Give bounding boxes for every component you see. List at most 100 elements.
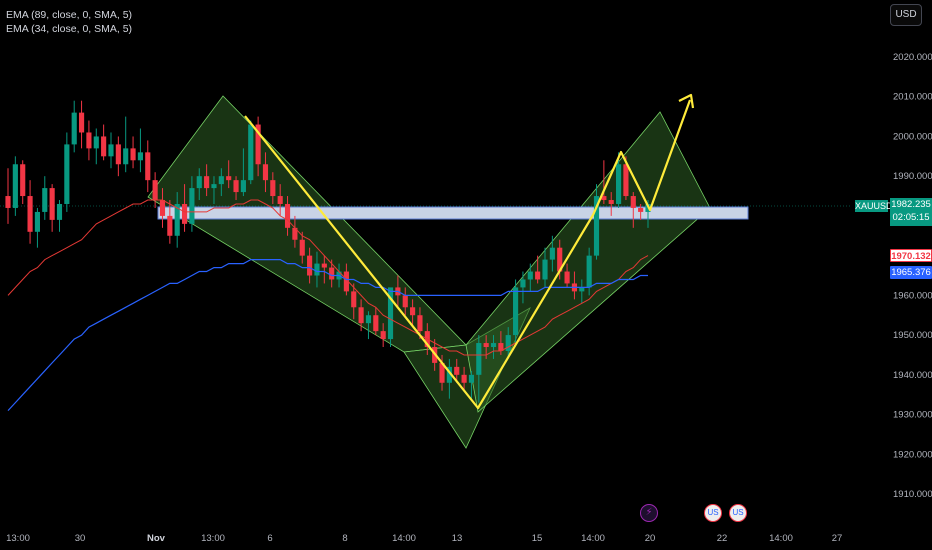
x-tick-label: 22 [717, 533, 728, 544]
candle-body [240, 180, 246, 193]
last-price-value: 1982.235 [891, 199, 931, 210]
ema89-line [7, 259, 648, 412]
y-tick-label: 1940.000 [893, 370, 932, 381]
candle-body [417, 315, 423, 332]
candle-body [329, 267, 335, 280]
candle-body [299, 239, 305, 256]
ema34-line [7, 199, 649, 356]
candle-body [520, 279, 526, 288]
candle-body [71, 112, 77, 145]
us-flag-event-icon-2[interactable]: US [729, 504, 747, 522]
x-tick-label: 14:00 [392, 533, 416, 544]
y-tick-label: 1950.000 [893, 330, 932, 341]
candle-body [314, 263, 320, 276]
candle-body [270, 180, 276, 197]
candle-body [167, 215, 173, 236]
candle-body [86, 132, 92, 149]
x-tick-label: 27 [832, 533, 843, 544]
x-tick-label: 8 [342, 533, 347, 544]
candle-body [542, 259, 548, 280]
y-tick-label: 1960.000 [893, 290, 932, 301]
x-tick-label: 13:00 [201, 533, 225, 544]
candle-body [12, 164, 18, 208]
zigzag-path [244, 99, 692, 410]
candle-body [108, 144, 114, 157]
y-tick-label: 1930.000 [893, 410, 932, 421]
candle-body [130, 148, 136, 161]
symbol-label: XAUUSD [855, 200, 893, 212]
candle-body [490, 343, 497, 348]
indicator-legend: EMA (89, close, 0, SMA, 5) EMA (34, clos… [6, 8, 132, 36]
candle-body [123, 148, 129, 165]
candle-body [226, 176, 232, 181]
candle-body [630, 196, 636, 208]
ema89-price-badge: 1965.376 [890, 266, 932, 279]
candle-body [49, 188, 55, 220]
candle-body [439, 362, 445, 383]
candle-body [461, 374, 467, 383]
y-tick-label: 2020.000 [893, 52, 932, 63]
y-tick-label: 2010.000 [893, 92, 932, 103]
candle-body [623, 164, 629, 197]
us-flag-event-icon[interactable]: US [704, 504, 722, 522]
candle-body [277, 196, 283, 204]
candle-body [321, 263, 327, 268]
candle-body [468, 374, 475, 383]
candle-body [476, 343, 482, 375]
x-tick-label: 14:00 [769, 533, 793, 544]
y-tick-label: 1990.000 [893, 171, 932, 182]
candle-body [593, 196, 600, 256]
candle-body [292, 227, 298, 240]
candle-body [204, 176, 210, 189]
ema34-legend[interactable]: EMA (34, close, 0, SMA, 5) [6, 23, 133, 35]
candle-body [115, 144, 121, 165]
candle-body [365, 315, 372, 324]
x-tick-label: 6 [267, 533, 272, 544]
x-tick-label: 13:00 [6, 533, 30, 544]
candle-body [387, 287, 394, 340]
candle-body [20, 164, 26, 197]
projection-arrowhead [678, 93, 695, 109]
y-tick-label: 1920.000 [893, 449, 932, 460]
candle-body [255, 124, 261, 165]
candle-body [27, 196, 33, 232]
candle-body [579, 287, 585, 292]
candle-body [638, 207, 644, 212]
candle-body [358, 307, 364, 324]
x-tick-label: 20 [645, 533, 656, 544]
candle-body [601, 196, 607, 201]
descending-channel [147, 95, 467, 353]
candle-body [527, 271, 533, 280]
candle-body [137, 152, 143, 161]
candle-body [189, 188, 195, 224]
candle-body [505, 335, 511, 351]
candle-body [454, 366, 460, 375]
last-price-badge: 1982.235 02:05:15 [890, 198, 932, 226]
ema89-legend[interactable]: EMA (89, close, 0, SMA, 5) [6, 9, 133, 21]
candle-body [93, 136, 99, 149]
candle-body [159, 200, 166, 216]
candle-body [64, 144, 70, 204]
candle-body [174, 203, 180, 236]
candle-body [78, 112, 85, 133]
x-tick-label: 15 [532, 533, 543, 544]
candle-body [549, 247, 555, 260]
y-tick-label: 1910.000 [893, 489, 932, 500]
ema34-price-badge: 1970.132 [890, 249, 932, 262]
candle-body [145, 152, 151, 181]
candle-body [343, 271, 349, 292]
thunder-event-icon[interactable]: ⚡ [640, 504, 658, 522]
candle-body [564, 271, 570, 284]
currency-button[interactable]: USD [890, 4, 922, 26]
candle-body [34, 211, 40, 232]
candle-body [218, 176, 224, 185]
x-tick-label: 30 [75, 533, 86, 544]
candle-body [307, 255, 313, 276]
y-tick-label: 2000.000 [893, 131, 932, 142]
candle-body [42, 188, 48, 212]
candle-body [616, 164, 622, 204]
x-tick-label: 13 [452, 533, 463, 544]
candle-body [483, 343, 489, 348]
candle-body [284, 203, 291, 228]
